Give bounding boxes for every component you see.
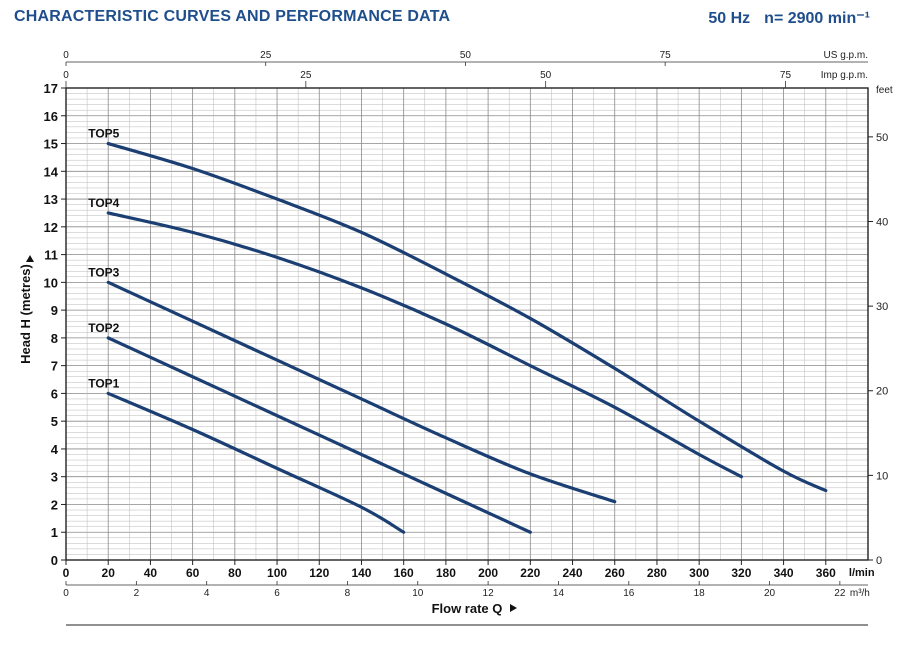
y-axis-arrow-icon	[26, 255, 34, 262]
x-tick-label: 280	[647, 566, 667, 580]
y-tick-label: 11	[44, 248, 58, 263]
x-tick-label: 40	[144, 566, 158, 580]
series-label-top4: TOP4	[88, 196, 119, 210]
y-tick-label: 10	[44, 275, 58, 290]
y-tick-label: 4	[51, 442, 59, 457]
feet-tick-label: 30	[876, 301, 888, 313]
m3h-tick-label: 2	[134, 588, 140, 599]
x-axis-title: Flow rate Q	[432, 601, 503, 616]
x-tick-label: 120	[309, 566, 329, 580]
y-tick-label: 1	[51, 525, 58, 540]
feet-tick-label: 40	[876, 216, 888, 228]
x-tick-label: 300	[689, 566, 709, 580]
y-tick-label: 15	[44, 137, 58, 152]
feet-unit-label: feet	[876, 85, 893, 96]
us-gpm-tick-label: 25	[260, 50, 272, 61]
m3h-tick-label: 0	[63, 588, 69, 599]
x-tick-label: 200	[478, 566, 498, 580]
y-tick-label: 5	[51, 414, 58, 429]
series-label-top2: TOP2	[88, 321, 119, 335]
curve-top4	[106, 211, 743, 479]
x-unit-label: l/min	[849, 567, 875, 579]
curve-top1	[106, 391, 406, 534]
x-tick-label: 320	[731, 566, 751, 580]
feet-tick-label: 20	[876, 386, 888, 398]
m3h-tick-label: 16	[623, 588, 635, 599]
curve-top5	[106, 141, 828, 493]
x-tick-label: 20	[102, 566, 116, 580]
us-gpm-tick-label: 0	[63, 50, 69, 61]
x-tick-label: 160	[394, 566, 414, 580]
feet-tick-label: 10	[876, 470, 888, 482]
m3h-tick-label: 4	[204, 588, 210, 599]
imp-gpm-tick-label: 75	[780, 70, 792, 81]
curve-top3	[106, 280, 617, 504]
m3h-tick-label: 10	[412, 588, 424, 599]
imp-gpm-tick-label: 25	[300, 70, 312, 81]
x-tick-label: 80	[228, 566, 242, 580]
x-tick-label: 60	[186, 566, 200, 580]
x-tick-label: 0	[63, 566, 70, 580]
m3h-tick-label: 8	[345, 588, 351, 599]
imp-gpm-tick-label: 50	[540, 70, 552, 81]
series-label-top3: TOP3	[88, 265, 119, 279]
us-gpm-tick-label: 75	[660, 50, 672, 61]
x-tick-label: 220	[520, 566, 540, 580]
x-tick-label: 360	[816, 566, 836, 580]
y-tick-label: 9	[51, 303, 58, 318]
axis-labels: 0 20 40 60 80 100 120 140 160 180 200 220 240 260 280 3…	[18, 50, 893, 616]
frequency-label: 50 Hz	[708, 10, 751, 27]
y-tick-label: 3	[51, 470, 58, 485]
x-tick-label: 140	[351, 566, 371, 580]
y-tick-label: 6	[51, 386, 58, 401]
plot-frame	[65, 87, 869, 561]
grid	[65, 87, 869, 561]
x-tick-label: 240	[563, 566, 583, 580]
us-gpm-tick-label: 50	[460, 50, 472, 61]
series-label-top5: TOP5	[88, 127, 119, 141]
y-tick-label: 13	[44, 192, 58, 207]
x-axis-arrow-icon	[510, 604, 517, 612]
curves	[106, 141, 828, 534]
y-axis-title: Head H (metres)	[18, 264, 33, 364]
speed-label: n= 2900 min⁻¹	[764, 10, 870, 27]
m3h-tick-label: 20	[764, 588, 776, 599]
y-tick-label: 14	[44, 164, 59, 179]
y-tick-label: 17	[44, 81, 58, 96]
y-tick-label: 0	[51, 553, 58, 568]
m3h-tick-label: 22	[834, 588, 846, 599]
m3h-tick-label: 18	[694, 588, 706, 599]
m3h-tick-label: 12	[483, 588, 495, 599]
axes	[61, 61, 873, 626]
feet-tick-label: 50	[876, 132, 888, 144]
m3h-tick-label: 14	[553, 588, 565, 599]
x-tick-label: 260	[605, 566, 625, 580]
x-tick-label: 180	[436, 566, 456, 580]
y-tick-label: 16	[44, 109, 58, 124]
frequency-speed: 50 Hz n= 2900 min⁻¹	[694, 8, 870, 28]
y-tick-label: 7	[51, 359, 58, 374]
m3h-tick-label: 6	[274, 588, 280, 599]
chart-title: CHARACTERISTIC CURVES AND PERFORMANCE DA…	[14, 8, 451, 25]
us-gpm-unit-label: US g.p.m.	[824, 50, 868, 61]
curve-top2	[106, 336, 532, 534]
y-tick-label: 2	[51, 497, 58, 512]
x-tick-label: 340	[774, 566, 794, 580]
imp-gpm-tick-label: 0	[63, 70, 69, 81]
y-tick-label: 12	[44, 220, 58, 235]
x-tick-label: 100	[267, 566, 287, 580]
m3h-unit-label: m³/h	[850, 588, 870, 599]
y-tick-label: 8	[51, 331, 58, 346]
feet-tick-label: 0	[876, 555, 882, 567]
series-label-top1: TOP1	[88, 376, 119, 390]
imp-gpm-unit-label: Imp g.p.m.	[821, 70, 868, 81]
